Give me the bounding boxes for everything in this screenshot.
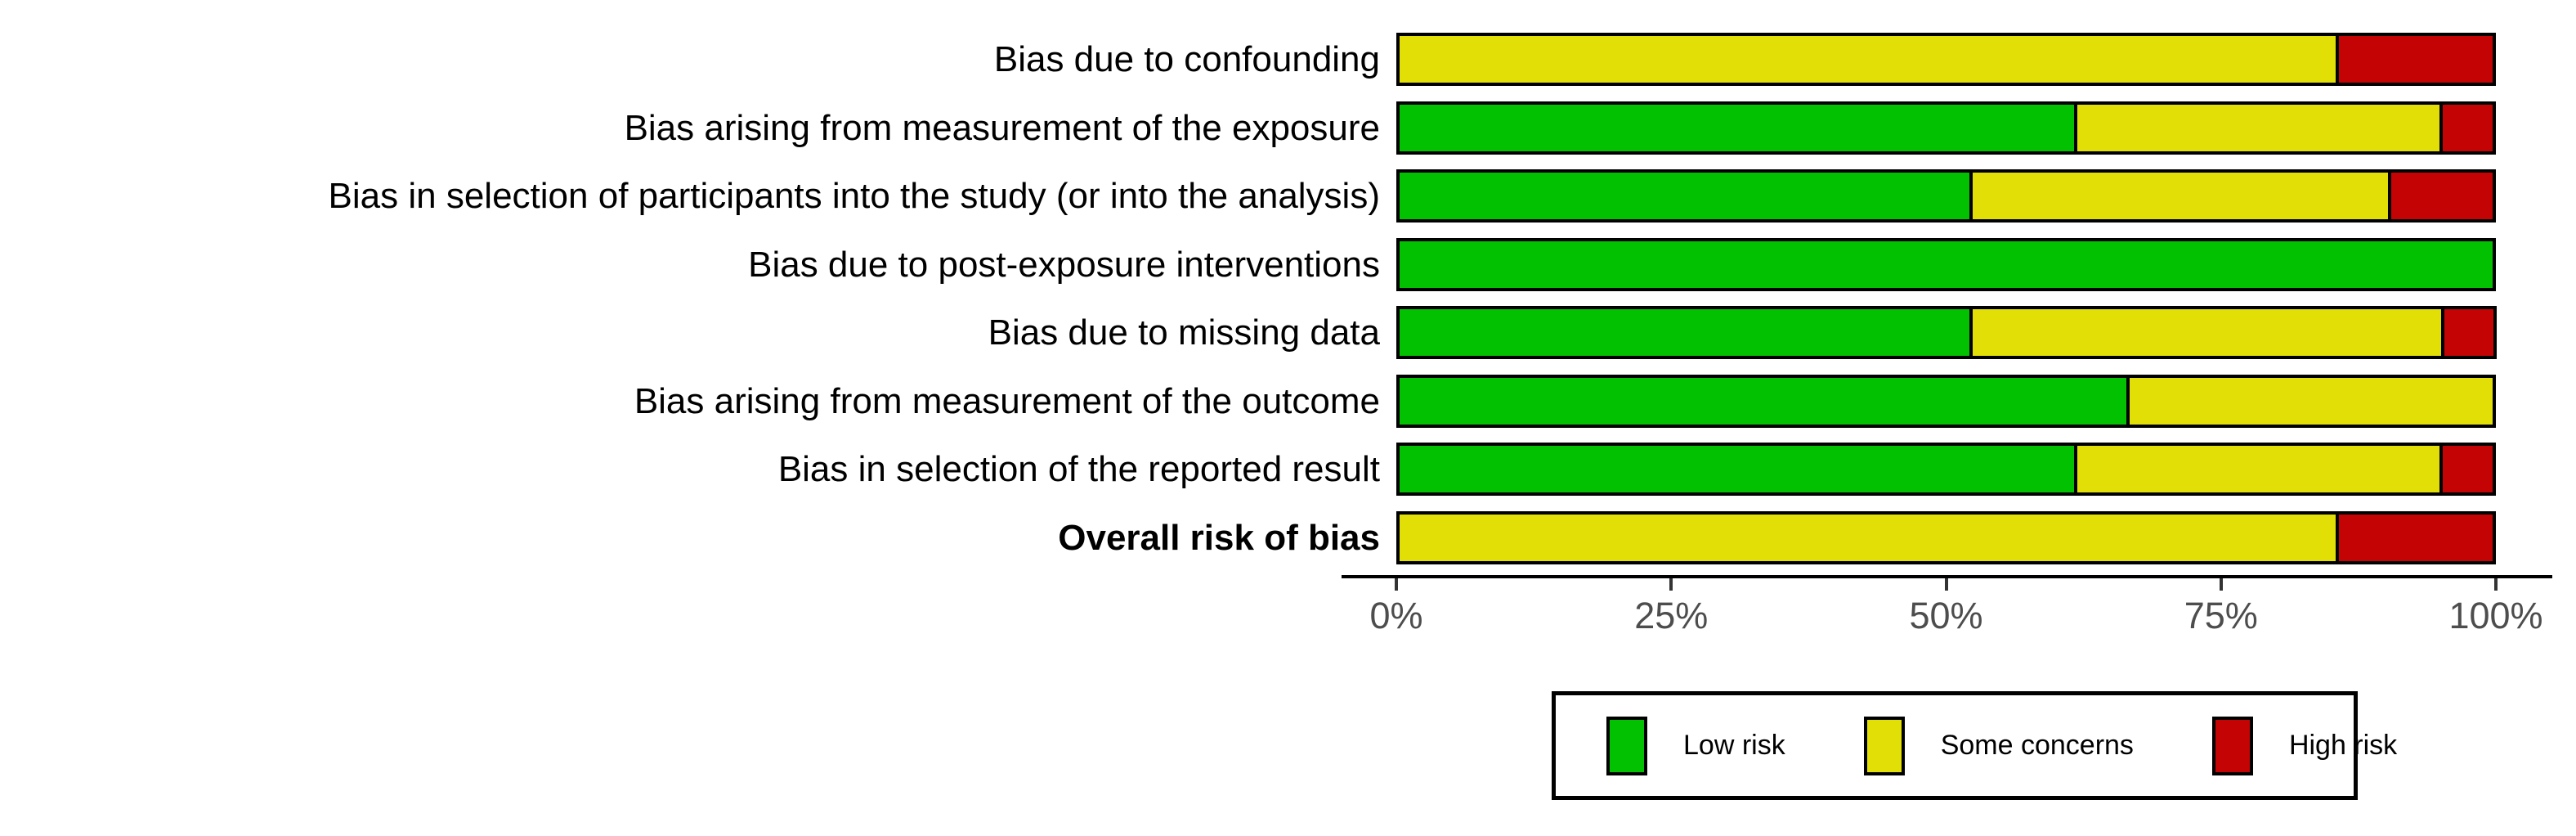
bar-segment-low-risk [1396, 101, 2077, 155]
stacked-bar [1396, 375, 2496, 428]
bar-segment-low-risk [1396, 238, 2496, 291]
bar-segment-some-concerns [1396, 33, 2339, 86]
stacked-bar [1396, 443, 2496, 496]
bar-segment-high-risk [2439, 443, 2496, 496]
legend-item: Some concerns [1863, 716, 2134, 775]
axis-tick-label: 100% [2448, 595, 2543, 636]
legend: Low risk Some concerns High risk [1552, 691, 2397, 800]
bar-segment-high-risk [2388, 169, 2496, 222]
bar-segment-high-risk [2439, 101, 2496, 155]
axis-tick-mark [1669, 578, 1673, 591]
category-label: Bias in selection of participants into t… [328, 176, 1380, 216]
stacked-bar [1396, 511, 2496, 564]
axis-tick-mark [1395, 578, 1398, 591]
bar-segment-some-concerns [2073, 443, 2444, 496]
axis-tick-label: 0% [1369, 595, 1423, 636]
bar-segment-some-concerns [1969, 169, 2392, 222]
bar-segment-some-concerns [1396, 511, 2339, 564]
bar-segment-low-risk [1396, 169, 1973, 222]
category-label: Bias arising from measurement of the exp… [624, 108, 1380, 148]
category-label: Bias due to confounding [993, 39, 1380, 79]
bar-segment-low-risk [1396, 375, 2130, 428]
legend-label: High risk [2288, 730, 2398, 761]
axis-tick-mark [2494, 578, 2498, 591]
category-label: Bias in selection of the reported result [777, 449, 1380, 489]
category-label: Bias due to post-exposure interventions [748, 245, 1380, 285]
bar-segment-some-concerns [2073, 101, 2444, 155]
bar-segment-some-concerns [1969, 306, 2444, 359]
category-label: Bias due to missing data [988, 312, 1380, 353]
legend-key-some-concerns [1863, 716, 1905, 775]
category-label: Bias arising from measurement of the out… [634, 381, 1380, 421]
bar-segment-high-risk [2335, 511, 2496, 564]
stacked-bar [1396, 169, 2496, 222]
bar-segment-low-risk [1396, 306, 1973, 359]
stacked-bar [1396, 306, 2498, 359]
legend-item: High risk [2211, 716, 2398, 775]
category-label: Overall risk of bias [1058, 518, 1380, 558]
axis-tick-mark [1944, 578, 1948, 591]
axis-tick-label: 50% [1909, 595, 1983, 636]
legend-label: Some concerns [1940, 730, 2134, 761]
x-axis-line [1342, 575, 2552, 578]
bar-segment-low-risk [1396, 443, 2077, 496]
bar-segment-high-risk [2440, 306, 2498, 359]
legend-key-low-risk [1606, 716, 1647, 775]
legend-label: Low risk [1683, 730, 1785, 761]
legend-item: Low risk [1606, 716, 1785, 775]
axis-tick-label: 25% [1634, 595, 1709, 636]
axis-tick-label: 75% [2184, 595, 2258, 636]
stacked-bar [1396, 101, 2496, 155]
bar-segment-some-concerns [2126, 375, 2496, 428]
bar-segment-high-risk [2335, 33, 2496, 86]
legend-key-high-risk [2211, 716, 2253, 775]
stacked-bar [1396, 33, 2496, 86]
axis-tick-mark [2219, 578, 2223, 591]
stacked-bar [1396, 238, 2496, 291]
